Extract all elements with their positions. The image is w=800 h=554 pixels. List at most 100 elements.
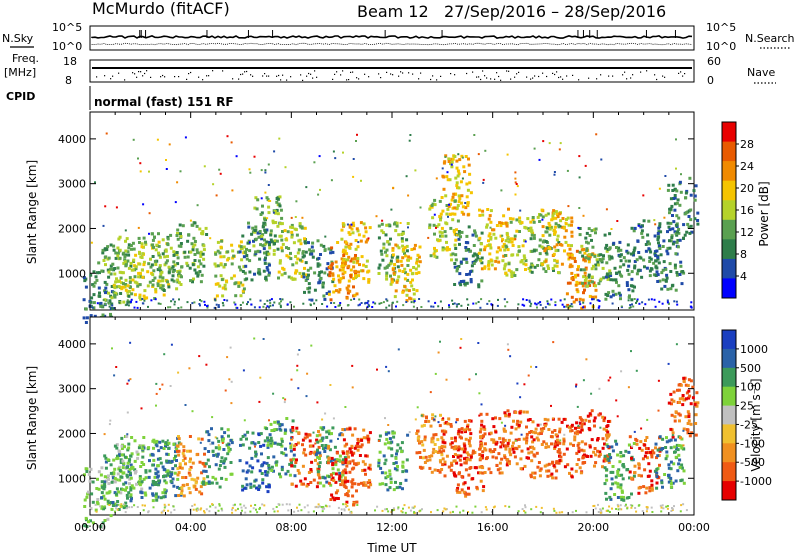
- scatter-cell: [642, 219, 646, 223]
- scatter-cell: [656, 448, 660, 452]
- scatter-cell: [127, 266, 131, 270]
- ground-cell: [444, 508, 447, 511]
- scatter-cell: [203, 447, 207, 451]
- ground-cell: [102, 299, 105, 301]
- scatter-cell: [301, 443, 304, 447]
- scatter-cell: [458, 490, 462, 494]
- scatter-cell: [120, 444, 124, 448]
- scatter-cell: [241, 469, 245, 473]
- scatter-cell: [141, 252, 145, 256]
- scatter-cell: [276, 197, 280, 201]
- ground-cell: [568, 305, 571, 308]
- ground-cell: [662, 507, 665, 510]
- scatter-cell: [540, 443, 544, 446]
- scatter-cell: [327, 475, 331, 479]
- scatter-cell: [258, 469, 262, 473]
- scatter-cell: [182, 454, 186, 458]
- scatter-cell: [395, 452, 398, 456]
- scatter-cell: [105, 491, 109, 495]
- ground-cell: [317, 506, 320, 509]
- colorbar-tick-label: 100: [740, 381, 761, 394]
- scatter-cell: [393, 222, 396, 226]
- scatter-cell: [125, 434, 129, 438]
- nave-dot: [350, 71, 352, 73]
- scatter-cell: [493, 267, 497, 271]
- scatter-cell: [279, 475, 283, 479]
- scatter-cell: [392, 462, 396, 465]
- ground-cell: [636, 298, 639, 301]
- scatter-cell: [356, 257, 360, 260]
- sparse-cell: [264, 169, 267, 172]
- scatter-cell: [675, 271, 679, 274]
- scatter-cell: [349, 268, 353, 272]
- scatter-cell: [255, 486, 258, 490]
- scatter-cell: [654, 265, 658, 269]
- scatter-cell: [655, 249, 659, 253]
- scatter-cell: [153, 259, 157, 263]
- sparse-cell: [289, 442, 292, 445]
- ground-cell: [234, 509, 237, 512]
- ground-cell: [314, 506, 317, 509]
- nave-dot: [466, 72, 468, 75]
- ground-cell: [627, 299, 630, 302]
- scatter-cell: [252, 239, 255, 243]
- scatter-cell: [231, 249, 235, 253]
- scatter-cell: [510, 240, 514, 244]
- scatter-cell: [594, 284, 597, 288]
- sparse-cell: [385, 365, 388, 368]
- ground-cell: [95, 510, 98, 513]
- sparse-cell: [228, 378, 231, 381]
- scatter-cell: [154, 287, 158, 291]
- scatter-cell: [343, 270, 347, 274]
- scatter-cell: [183, 456, 187, 460]
- scatter-cell: [188, 460, 192, 464]
- scatter-cell: [528, 431, 532, 434]
- scatter-cell: [124, 501, 128, 505]
- scatter-cell: [673, 263, 677, 267]
- scatter-cell: [325, 430, 329, 434]
- ground-cell: [256, 511, 259, 514]
- scatter-cell: [144, 476, 148, 480]
- scatter-cell: [431, 440, 435, 444]
- scatter-cell: [576, 290, 580, 294]
- scatter-cell: [104, 263, 107, 267]
- scatter-cell: [667, 401, 671, 405]
- colorbar-swatch: [722, 481, 736, 501]
- ground-cell: [191, 505, 194, 507]
- sparse-cell: [221, 442, 224, 444]
- scatter-cell: [342, 223, 346, 227]
- scatter-cell: [336, 497, 340, 500]
- scatter-cell: [655, 475, 659, 479]
- scatter-cell: [611, 289, 615, 293]
- ground-cell: [611, 302, 614, 305]
- scatter-cell: [637, 251, 641, 254]
- scatter-cell: [131, 268, 135, 272]
- scatter-cell: [400, 441, 404, 445]
- scatter-cell: [114, 251, 118, 255]
- scatter-cell: [218, 446, 222, 450]
- sparse-cell: [272, 392, 275, 395]
- ground-cell: [412, 305, 415, 308]
- ground-cell: [474, 505, 477, 508]
- scatter-cell: [279, 234, 283, 238]
- scatter-cell: [121, 471, 125, 475]
- sparse-cell: [115, 206, 118, 209]
- ground-cell: [358, 303, 361, 306]
- scatter-cell: [353, 446, 357, 450]
- scatter-cell: [389, 477, 393, 481]
- scatter-cell: [132, 486, 136, 490]
- scatter-cell: [616, 482, 620, 486]
- sparse-cell: [139, 170, 142, 173]
- scatter-cell: [462, 279, 466, 283]
- scatter-cell: [114, 256, 118, 260]
- scatter-cell: [274, 211, 278, 215]
- scatter-cell: [300, 275, 304, 278]
- scatter-cell: [524, 259, 528, 263]
- freq-label: Freq.: [12, 52, 39, 65]
- scatter-cell: [550, 442, 553, 446]
- scatter-cell: [442, 187, 446, 191]
- scatter-cell: [591, 245, 595, 249]
- sparse-cell: [296, 364, 299, 367]
- ground-cell: [111, 304, 114, 307]
- scatter-cell: [120, 287, 124, 291]
